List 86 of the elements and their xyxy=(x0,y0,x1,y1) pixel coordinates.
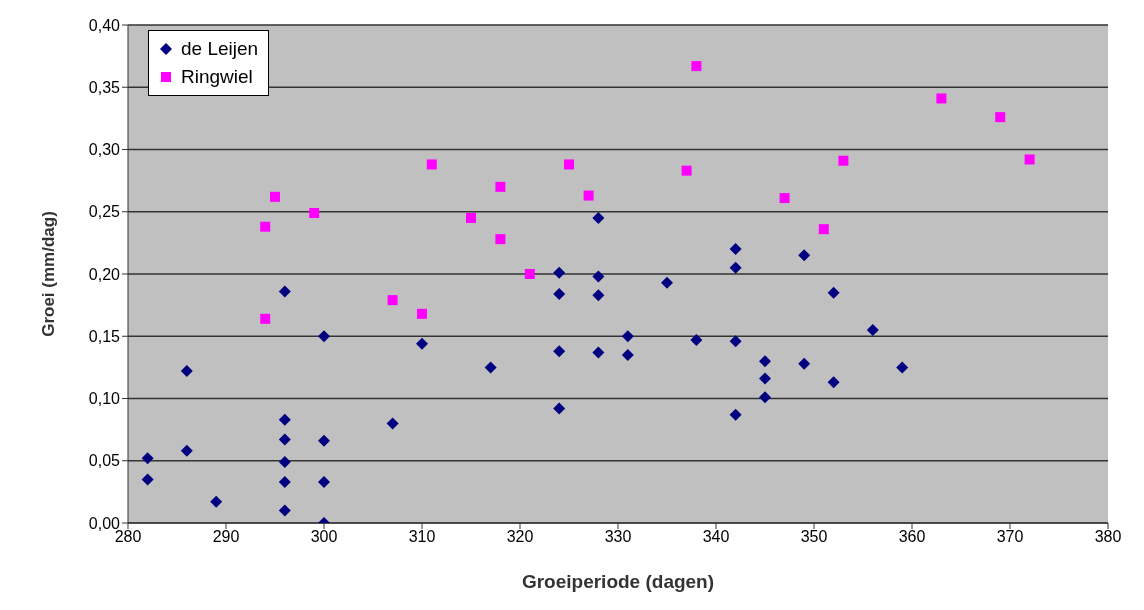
y-tick-label: 0,25 xyxy=(88,203,121,221)
x-tick-label: 350 xyxy=(800,528,828,546)
point xyxy=(387,295,398,306)
point xyxy=(818,224,829,235)
point xyxy=(1024,154,1035,165)
point xyxy=(210,495,223,508)
point xyxy=(553,287,566,300)
point xyxy=(260,221,271,232)
point xyxy=(278,433,291,446)
x-tick-label: 330 xyxy=(604,528,632,546)
point xyxy=(386,417,399,430)
point xyxy=(583,190,594,201)
point xyxy=(936,93,947,104)
point xyxy=(798,249,811,262)
y-tick-label: 0,20 xyxy=(88,265,121,283)
legend-label: Ringwiel xyxy=(181,65,253,89)
point xyxy=(729,261,742,274)
point xyxy=(270,191,280,202)
point xyxy=(729,335,742,348)
point xyxy=(866,324,879,337)
point xyxy=(592,289,605,302)
point xyxy=(759,355,771,368)
point xyxy=(524,269,535,279)
legend-label: de Leijen xyxy=(181,37,259,61)
x-tick-label: 340 xyxy=(702,528,730,546)
point xyxy=(553,266,566,279)
point xyxy=(180,444,193,457)
point xyxy=(661,276,673,289)
x-tick-label: 280 xyxy=(114,528,142,546)
point xyxy=(681,165,692,176)
point xyxy=(260,313,271,324)
point xyxy=(278,413,291,426)
y-axis-title: Groei (mm/dag) xyxy=(39,211,59,337)
y-tick-label: 0,35 xyxy=(88,78,121,96)
point xyxy=(729,243,742,256)
point xyxy=(729,408,742,421)
point xyxy=(690,333,703,346)
x-axis-title: Groeiperiode (dagen) xyxy=(521,571,715,592)
point xyxy=(564,159,574,170)
point xyxy=(318,475,330,488)
point xyxy=(553,345,566,358)
point xyxy=(838,155,849,166)
point xyxy=(278,455,291,468)
point xyxy=(141,452,154,465)
point xyxy=(827,286,840,299)
point xyxy=(318,330,330,343)
point xyxy=(484,361,497,374)
point xyxy=(180,365,193,378)
point xyxy=(466,212,476,223)
point xyxy=(278,285,291,298)
x-tick-label: 360 xyxy=(898,528,926,546)
point xyxy=(896,361,909,374)
point xyxy=(495,181,506,192)
x-tick-label: 370 xyxy=(996,528,1024,546)
point xyxy=(426,159,437,170)
point xyxy=(779,193,790,204)
x-tick-label: 300 xyxy=(310,528,338,546)
point xyxy=(621,330,634,343)
point xyxy=(592,346,605,359)
y-tick-label: 0,10 xyxy=(88,390,121,408)
point xyxy=(278,504,291,517)
y-tick-label: 0,30 xyxy=(88,141,121,159)
point xyxy=(592,270,605,283)
x-tick-label: 320 xyxy=(506,528,534,546)
point xyxy=(318,434,330,447)
point xyxy=(141,473,154,486)
x-tick-label: 310 xyxy=(408,528,436,546)
point xyxy=(827,376,840,389)
point xyxy=(759,391,771,404)
y-tick-label: 0,05 xyxy=(88,452,121,470)
point xyxy=(416,337,428,350)
point xyxy=(691,61,702,72)
y-tick-label: 0,40 xyxy=(88,16,121,34)
point xyxy=(798,357,811,370)
point xyxy=(553,402,566,415)
point xyxy=(995,112,1006,123)
x-tick-label: 380 xyxy=(1094,528,1122,546)
point xyxy=(592,211,605,224)
point xyxy=(621,348,634,361)
point xyxy=(759,372,771,385)
point xyxy=(278,475,291,488)
point xyxy=(309,208,320,218)
y-tick-label: 0,15 xyxy=(88,327,121,345)
point xyxy=(495,234,506,245)
point xyxy=(417,308,427,319)
x-tick-label: 290 xyxy=(212,528,240,546)
